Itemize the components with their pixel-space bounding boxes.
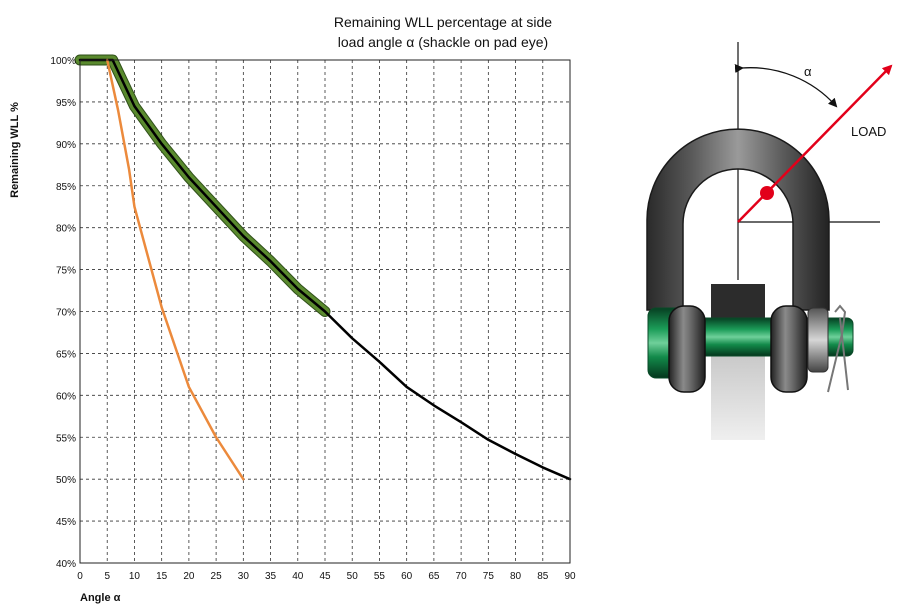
y-tick-label: 40% — [56, 559, 76, 570]
series-orange-line — [105, 58, 245, 481]
y-tick-labels: 40% 45% 50% 55% 60% 65% 70% 75% 80% 85% 90% 95% 100% — [50, 56, 76, 570]
y-tick-label: 55% — [56, 433, 76, 444]
angle-arc — [734, 64, 838, 108]
load-point — [760, 186, 774, 200]
x-tick-label: 35 — [265, 571, 277, 582]
x-tick-label: 15 — [156, 571, 168, 582]
x-tick-label: 75 — [483, 571, 495, 582]
x-tick-label: 25 — [211, 571, 223, 582]
y-tick-label: 85% — [56, 182, 76, 193]
chart-title-line-2: load angle α (shackle on pad eye) — [338, 34, 548, 50]
x-tick-label: 50 — [347, 571, 359, 582]
x-axis-label: Angle α — [80, 592, 121, 604]
plot-frame — [79, 59, 571, 564]
cotter-pin — [827, 304, 849, 393]
x-tick-labels: 0 5 10 15 20 25 30 35 40 45 50 55 60 65 70 75 80 85 90 — [77, 571, 576, 582]
x-tick-label: 30 — [238, 571, 250, 582]
x-tick-label: 90 — [564, 571, 576, 582]
shackle-right-leg — [770, 305, 808, 393]
x-tick-label: 5 — [104, 571, 110, 582]
shackle-nut — [807, 307, 829, 373]
x-tick-label: 80 — [510, 571, 522, 582]
y-tick-label: 75% — [56, 266, 76, 277]
angle-alpha-label: α — [804, 64, 812, 79]
x-tick-label: 60 — [401, 571, 413, 582]
x-tick-label: 40 — [292, 571, 304, 582]
x-tick-label: 85 — [537, 571, 549, 582]
y-tick-label: 60% — [56, 391, 76, 402]
y-tick-label: 45% — [56, 517, 76, 528]
plot-area-border — [79, 59, 571, 564]
x-tick-label: 70 — [456, 571, 468, 582]
grid-lines — [80, 60, 570, 563]
shackle-left-leg — [668, 305, 706, 393]
x-tick-label: 20 — [183, 571, 195, 582]
y-tick-label: 80% — [56, 224, 76, 235]
y-axis-label: Remaining WLL % — [9, 102, 21, 198]
shackle-diagram: α LOAD — [646, 42, 893, 440]
y-tick-label: 100% — [50, 56, 76, 67]
x-tick-label: 55 — [374, 571, 386, 582]
y-tick-label: 90% — [56, 140, 76, 151]
series-black-line — [78, 58, 572, 481]
chart-title-line-1: Remaining WLL percentage at side — [334, 14, 552, 30]
y-tick-label: 50% — [56, 475, 76, 486]
pad-eye-top — [711, 284, 765, 322]
x-tick-label: 65 — [428, 571, 440, 582]
y-tick-label: 95% — [56, 98, 76, 109]
x-tick-label: 45 — [319, 571, 331, 582]
load-label: LOAD — [851, 124, 886, 139]
x-tick-label: 10 — [129, 571, 141, 582]
y-tick-label: 65% — [56, 349, 76, 360]
x-tick-label: 0 — [77, 571, 83, 582]
y-tick-label: 70% — [56, 308, 76, 319]
